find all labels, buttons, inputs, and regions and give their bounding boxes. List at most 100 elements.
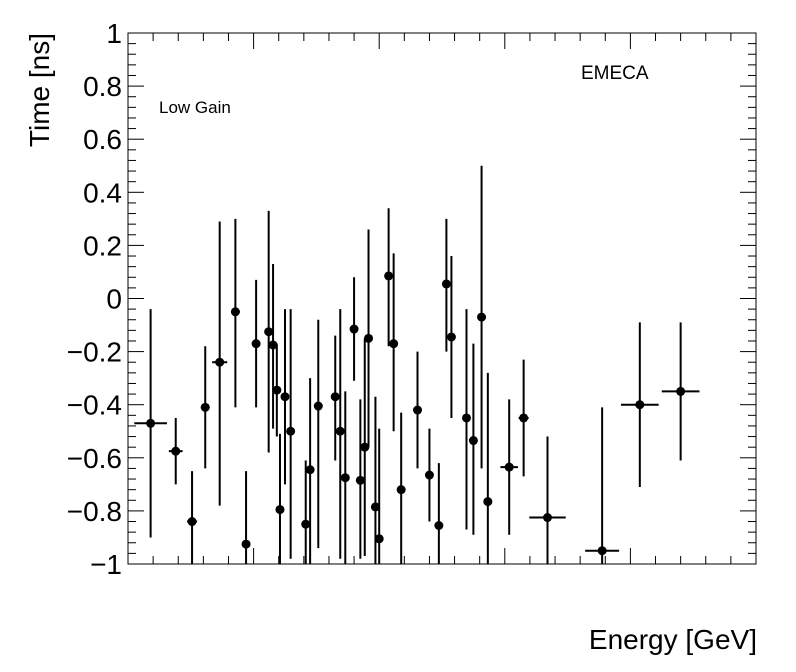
- data-point: [461, 309, 471, 530]
- data-point: [396, 412, 406, 564]
- point-marker: [446, 332, 456, 342]
- data-point: [251, 279, 261, 408]
- data-point: [187, 471, 198, 564]
- point-marker: [483, 497, 493, 507]
- data-point: [620, 322, 659, 488]
- data-point: [384, 208, 394, 347]
- data-point: [241, 471, 251, 564]
- y-tick-label: −0.4: [67, 390, 122, 421]
- data-point: [301, 460, 311, 564]
- data-point: [275, 433, 285, 564]
- data-point: [360, 338, 370, 557]
- point-marker: [268, 340, 278, 350]
- y-tick-label: 0.8: [83, 71, 122, 102]
- data-point: [286, 309, 296, 559]
- data-point: [355, 399, 365, 559]
- point-marker: [349, 324, 359, 334]
- point-marker: [264, 327, 274, 337]
- y-tick-label: −0.8: [67, 496, 122, 527]
- data-point: [168, 417, 183, 485]
- point-marker: [360, 442, 370, 452]
- data-point: [305, 378, 315, 564]
- point-marker: [200, 402, 210, 412]
- data-point: [434, 463, 444, 564]
- data-series: [134, 165, 700, 564]
- point-marker: [384, 271, 394, 281]
- data-point: [340, 391, 350, 564]
- region-annotation: EMECA: [581, 63, 649, 84]
- data-point: [661, 322, 700, 461]
- point-marker: [374, 534, 384, 544]
- point-marker: [364, 333, 374, 343]
- point-marker: [468, 436, 478, 446]
- data-point: [264, 210, 274, 453]
- data-point: [413, 351, 423, 469]
- y-tick-label: −0.2: [67, 337, 122, 368]
- point-marker: [340, 473, 350, 483]
- point-marker: [477, 312, 487, 322]
- data-point: [230, 218, 240, 408]
- plot-frame: [127, 32, 757, 565]
- data-point: [349, 277, 359, 381]
- data-point: [585, 407, 620, 564]
- point-marker: [597, 546, 607, 556]
- y-axis-tick-labels: −1 −0.8 −0.6 −0.4 −0.2 0 0.2 0.4 0.6 0.8 1: [67, 18, 122, 580]
- y-tick-label: −0.6: [67, 443, 122, 474]
- gain-annotation: Low Gain: [159, 98, 231, 117]
- data-point: [134, 309, 167, 538]
- point-marker: [272, 385, 282, 395]
- point-marker: [280, 392, 290, 402]
- data-point: [389, 253, 399, 432]
- point-marker: [301, 519, 311, 529]
- x-axis-ticks: [127, 33, 757, 564]
- data-point: [200, 346, 210, 469]
- point-marker: [396, 485, 406, 495]
- y-tick-label: 1: [106, 18, 122, 49]
- point-marker: [251, 339, 261, 349]
- point-marker: [355, 475, 365, 485]
- point-marker: [286, 426, 296, 436]
- data-point: [212, 221, 228, 506]
- point-marker: [441, 279, 451, 289]
- point-marker: [215, 357, 225, 367]
- data-point: [477, 165, 487, 469]
- data-point: [364, 229, 374, 448]
- point-marker: [330, 392, 340, 402]
- point-marker: [543, 513, 553, 523]
- point-marker: [171, 446, 181, 456]
- point-marker: [187, 517, 197, 527]
- point-marker: [434, 521, 444, 531]
- point-marker: [305, 465, 315, 475]
- data-point: [468, 343, 478, 535]
- y-tick-label: 0.4: [83, 177, 122, 208]
- data-point: [272, 343, 282, 437]
- point-marker: [519, 413, 529, 423]
- point-marker: [461, 413, 471, 423]
- data-point: [518, 359, 529, 477]
- x-axis-label: Energy [GeV]: [589, 624, 757, 655]
- point-marker: [389, 339, 399, 349]
- data-point: [313, 319, 323, 549]
- point-marker: [230, 307, 240, 317]
- point-marker: [424, 470, 434, 480]
- point-marker: [275, 505, 285, 515]
- data-point: [500, 399, 518, 535]
- y-axis-label: Time [ns]: [24, 33, 55, 147]
- y-tick-label: 0.2: [83, 230, 122, 261]
- point-marker: [335, 426, 345, 436]
- data-point: [280, 309, 290, 485]
- data-point: [370, 396, 380, 564]
- point-marker: [241, 539, 251, 549]
- data-point: [441, 218, 451, 352]
- point-marker: [676, 386, 686, 396]
- y-tick-label: 0: [106, 284, 122, 315]
- y-axis-ticks: [128, 32, 756, 565]
- data-point: [268, 263, 278, 429]
- data-point: [330, 335, 340, 461]
- point-marker: [504, 462, 514, 472]
- point-marker: [313, 401, 323, 411]
- y-tick-label: −1: [90, 549, 122, 580]
- data-point: [483, 372, 493, 564]
- point-marker: [413, 405, 423, 415]
